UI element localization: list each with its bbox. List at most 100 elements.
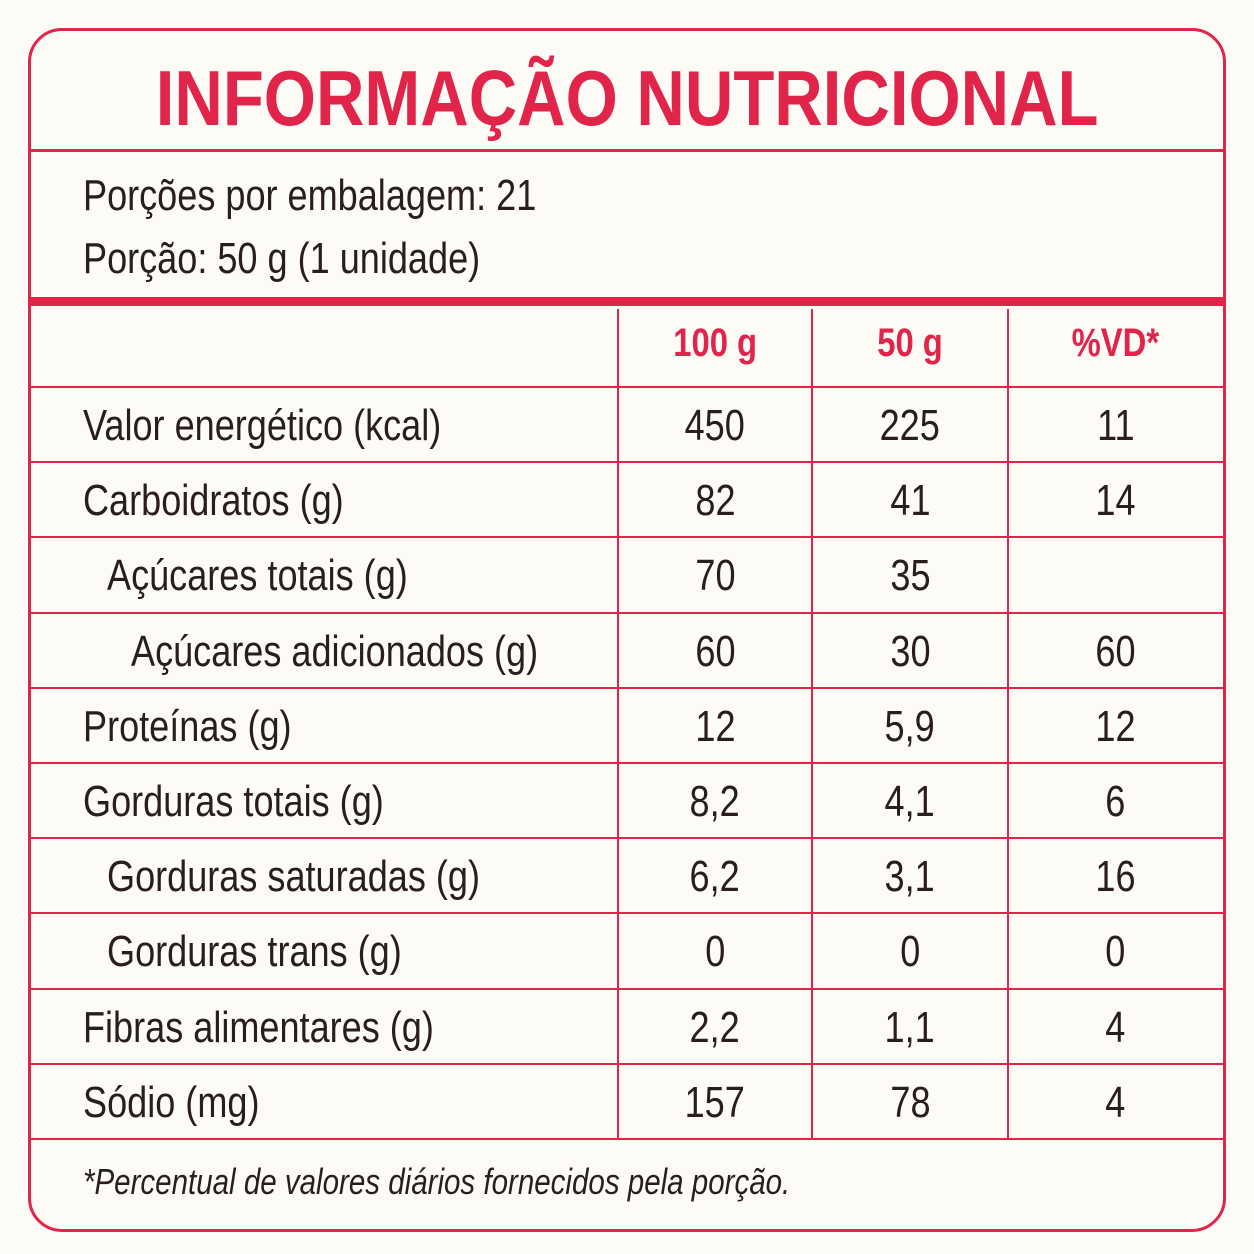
row-label-text: Valor energético (kcal) — [83, 401, 442, 450]
row-label: Gorduras totais (g) — [83, 777, 450, 827]
value-cell-text: 6 — [1105, 777, 1126, 826]
nutrition-label: INFORMAÇÃO NUTRICIONAL Porções por embal… — [28, 28, 1226, 1232]
row-label-text: Gorduras trans (g) — [107, 927, 402, 977]
row-divider — [31, 536, 1223, 539]
value-cell: 4 — [1008, 1078, 1223, 1128]
value-cell-text: 60 — [694, 626, 736, 676]
value-cell-text: 1,1 — [884, 1002, 936, 1052]
row-label-text: Açúcares totais (g) — [107, 551, 408, 601]
value-cell-text: 11 — [1096, 401, 1135, 450]
row-label: Açúcares totais (g) — [107, 551, 474, 601]
value-cell: 1,1 — [812, 1003, 1008, 1053]
value-cell: 60 — [1008, 627, 1223, 677]
value-cell-text: 78 — [889, 1077, 931, 1127]
row-label: Sódio (mg) — [83, 1078, 298, 1128]
row-divider — [31, 987, 1223, 990]
row-label: Fibras alimentares (g) — [83, 1003, 511, 1053]
value-cell: 12 — [618, 702, 812, 752]
value-cell-text: 0 — [1105, 927, 1126, 977]
column-header-text: 50 g — [877, 321, 943, 365]
row-divider — [31, 1138, 1223, 1140]
value-cell: 70 — [618, 551, 812, 601]
serving-size: Porção: 50 g (1 unidade) — [83, 234, 567, 284]
value-cell: 60 — [618, 627, 812, 677]
value-cell: 6 — [1008, 777, 1223, 827]
row-label-text: Fibras alimentares (g) — [83, 1002, 434, 1052]
footnote: *Percentual de valores diários fornecido… — [83, 1161, 946, 1203]
serving-size-text: Porção: 50 g (1 unidade) — [83, 234, 481, 283]
value-cell-text: 0 — [704, 927, 726, 977]
value-cell-text: 450 — [684, 401, 746, 450]
value-cell: 157 — [618, 1078, 812, 1128]
value-cell-text: 157 — [684, 1077, 746, 1127]
value-cell-text: 4,1 — [884, 777, 936, 826]
row-divider — [31, 1062, 1223, 1065]
value-cell: 450 — [618, 401, 812, 451]
row-label: Gorduras trans (g) — [107, 927, 466, 977]
value-cell: 35 — [812, 551, 1008, 601]
value-cell-text: 4 — [1105, 1077, 1126, 1127]
value-cell: 3,1 — [812, 852, 1008, 902]
value-cell: 225 — [812, 401, 1008, 451]
value-cell: 82 — [618, 476, 812, 526]
row-divider — [31, 461, 1223, 464]
thick-divider — [31, 297, 1223, 306]
servings-text: Porções por embalagem: 21 — [83, 171, 537, 220]
value-cell-text: 6,2 — [689, 852, 741, 902]
footnote-text: *Percentual de valores diários fornecido… — [83, 1161, 791, 1202]
value-cell: 6,2 — [618, 852, 812, 902]
column-header: %VD* — [1008, 321, 1223, 366]
value-cell-text: 8,2 — [689, 777, 741, 826]
value-cell: 78 — [812, 1078, 1008, 1128]
value-cell-text: 16 — [1095, 852, 1136, 902]
row-divider — [31, 386, 1223, 388]
value-cell-text: 12 — [694, 701, 736, 751]
value-cell: 41 — [812, 476, 1008, 526]
title: INFORMAÇÃO NUTRICIONAL — [31, 53, 1223, 144]
row-label-text: Proteínas (g) — [83, 701, 292, 751]
row-label: Proteínas (g) — [83, 702, 337, 752]
value-cell-text: 82 — [694, 476, 736, 526]
row-divider — [31, 611, 1223, 614]
row-label-text: Açúcares adicionados (g) — [131, 626, 539, 676]
value-cell: 5,9 — [812, 702, 1008, 752]
value-cell: 11 — [1008, 401, 1223, 451]
row-label: Gorduras saturadas (g) — [107, 852, 562, 902]
row-label: Carboidratos (g) — [83, 476, 401, 526]
column-header: 100 g — [618, 321, 812, 366]
value-cell-text: 3,1 — [884, 852, 936, 902]
row-label: Valor energético (kcal) — [83, 401, 520, 451]
value-cell-text: 60 — [1095, 626, 1136, 676]
row-label-text: Gorduras totais (g) — [83, 777, 384, 826]
value-cell-text: 14 — [1095, 476, 1136, 526]
value-cell-text: 70 — [694, 551, 736, 601]
value-cell: 14 — [1008, 476, 1223, 526]
row-divider — [31, 686, 1223, 689]
value-cell-text: 41 — [889, 476, 931, 526]
value-cell-text: 2,2 — [689, 1002, 741, 1052]
servings: Porções por embalagem: 21 — [83, 171, 636, 221]
value-cell: 2,2 — [618, 1003, 812, 1053]
row-label: Açúcares adicionados (g) — [131, 627, 627, 677]
value-cell-text: 0 — [899, 927, 921, 977]
value-cell-text: 225 — [879, 401, 941, 450]
title-text: INFORMAÇÃO NUTRICIONAL — [155, 54, 1099, 142]
value-cell: 30 — [812, 627, 1008, 677]
value-cell: 16 — [1008, 852, 1223, 902]
value-cell: 8,2 — [618, 777, 812, 827]
column-header-text: %VD* — [1071, 321, 1160, 365]
value-cell-text: 4 — [1105, 1002, 1126, 1052]
value-cell-text: 35 — [889, 551, 931, 601]
value-cell: 0 — [618, 927, 812, 977]
value-cell-text: 5,9 — [884, 701, 936, 751]
value-cell: 4 — [1008, 1003, 1223, 1053]
value-cell: 0 — [1008, 927, 1223, 977]
column-divider — [811, 309, 813, 1139]
column-divider — [617, 309, 619, 1139]
value-cell-text: 30 — [889, 626, 931, 676]
row-divider — [31, 762, 1223, 764]
value-cell: 4,1 — [812, 777, 1008, 827]
divider — [31, 149, 1223, 152]
row-label-text: Gorduras saturadas (g) — [107, 852, 480, 902]
